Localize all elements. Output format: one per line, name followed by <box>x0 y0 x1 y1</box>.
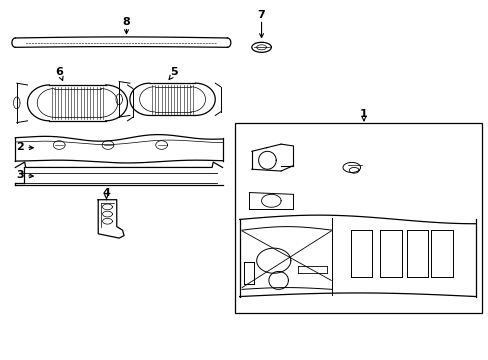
Text: 7: 7 <box>257 10 265 20</box>
Text: 3: 3 <box>17 170 24 180</box>
Text: 4: 4 <box>102 188 110 198</box>
Bar <box>234 123 482 313</box>
Text: 2: 2 <box>16 141 24 152</box>
Text: 5: 5 <box>170 67 177 77</box>
Text: 1: 1 <box>359 109 367 119</box>
Text: 8: 8 <box>122 17 130 27</box>
Text: 6: 6 <box>55 67 63 77</box>
